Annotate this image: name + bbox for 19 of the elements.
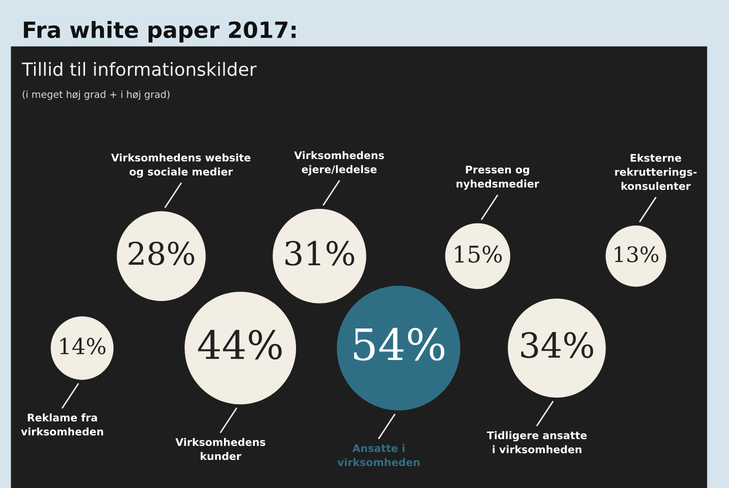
category-label: Virksomhedens kunder [175,438,266,460]
category-label: Virksomhedens ejere/ledelse [294,151,384,176]
text: Tillid til informationskilder [22,62,257,76]
text: (i meget høj grad + i høj grad) [22,90,170,100]
data-label: 28% [128,242,194,266]
category-label: Pressen og nyhedsmedier [456,166,540,190]
category-label: Tidligere ansatte i virksomheden [486,431,587,454]
category-label: Ansatte i virksomheden [337,444,420,466]
data-label: 34% [521,332,594,358]
category-label: Virksomhedens website og sociale medier [111,153,250,178]
category-label: Reklame fra virksomheden [20,413,104,436]
category-label: Eksterne rekrutterings- konsulenter [615,154,697,190]
data-label: 13% [614,246,658,262]
data-label: 15% [455,246,502,263]
data-label: 54% [354,328,444,361]
text: Fra white paper 2017: [24,20,296,42]
data-label: 31% [285,240,354,266]
data-label: 14% [60,338,106,354]
data-label: 44% [198,330,282,360]
